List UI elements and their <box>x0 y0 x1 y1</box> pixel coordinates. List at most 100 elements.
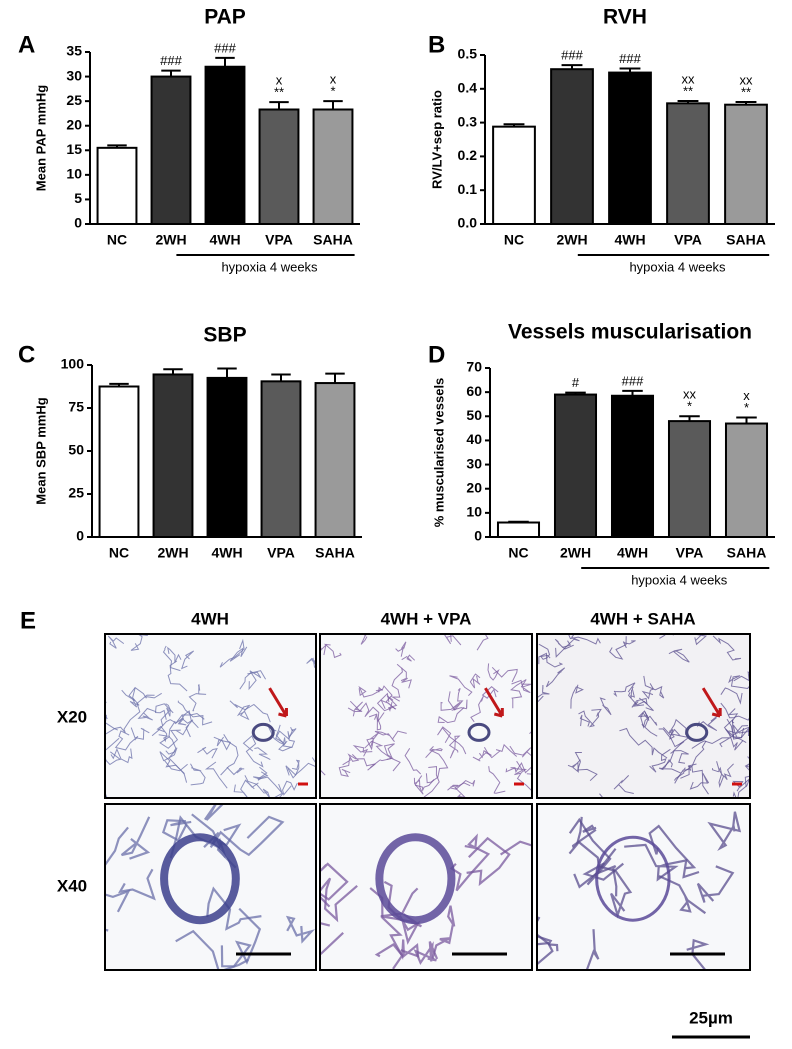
tissue-strand <box>242 735 264 768</box>
significance-label: * <box>330 84 335 99</box>
y-axis-label: Mean SBP mmHg <box>33 397 48 504</box>
tissue-strand <box>649 748 671 773</box>
tissue-strand <box>437 707 465 724</box>
tissue-strand <box>578 708 602 728</box>
x-tick-label: 2WH <box>155 232 186 248</box>
x-tick-label: NC <box>109 545 129 561</box>
y-tick-label: 60 <box>466 383 482 399</box>
group-label: hypoxia 4 weeks <box>221 259 318 274</box>
tissue-strand <box>282 780 298 796</box>
y-tick-label: 0.3 <box>458 113 478 129</box>
bar <box>152 373 194 538</box>
x-tick-label: 4WH <box>617 545 648 561</box>
tissue-strand <box>190 763 206 786</box>
tissue-strand <box>213 734 232 751</box>
x-tick-label: SAHA <box>726 232 766 248</box>
tissue-strand <box>352 745 373 757</box>
x-tick-label: NC <box>504 232 524 248</box>
tissue-strand <box>105 694 155 735</box>
group-label: hypoxia 4 weeks <box>631 572 728 587</box>
tissue-strand <box>720 687 743 705</box>
significance-label: xx <box>683 387 697 402</box>
bar <box>724 422 769 538</box>
tissue-strand <box>686 938 710 970</box>
image-frame <box>319 803 533 971</box>
tissue-strand <box>537 684 550 703</box>
tissue-strand <box>376 692 397 712</box>
tissue-strand <box>347 701 363 717</box>
tissue-strand <box>117 868 156 901</box>
tissue-strand <box>162 645 181 672</box>
column-header: 4WH <box>191 609 229 628</box>
tissue-strand <box>443 634 462 646</box>
vessel <box>160 833 240 925</box>
tissue-strand <box>631 697 648 708</box>
y-tick-label: 10 <box>466 504 482 520</box>
arrow <box>701 687 722 718</box>
tissue-strand <box>206 886 262 931</box>
tissue-strand <box>712 761 725 789</box>
tissue-strand <box>628 692 654 712</box>
significance-label: xx <box>740 72 754 87</box>
tissue-strand <box>447 687 464 711</box>
arrow <box>268 687 288 718</box>
tissue-strand <box>380 887 423 928</box>
tissue-strand <box>368 713 382 731</box>
y-tick-label: 75 <box>68 399 84 415</box>
y-tick-label: 0 <box>76 528 84 544</box>
tissue-strand <box>374 730 407 743</box>
y-tick-label: 0.1 <box>458 181 478 197</box>
tissue-strand <box>383 880 421 945</box>
tissue-strand <box>159 751 188 783</box>
bar <box>312 108 354 225</box>
tissue-strand <box>254 747 271 761</box>
x-tick-label: SAHA <box>313 232 353 248</box>
tissue-strand <box>648 824 697 870</box>
y-tick-label: 0.4 <box>458 80 478 96</box>
tissue-strand <box>538 643 551 660</box>
tissue-strand <box>203 804 225 821</box>
tissue-strand <box>121 686 162 702</box>
y-tick-label: 0 <box>74 215 82 231</box>
y-tick-label: 25 <box>66 92 82 108</box>
significance-label: ### <box>561 48 583 63</box>
y-tick-label: 10 <box>66 166 82 182</box>
y-tick-label: 50 <box>68 442 84 458</box>
image-background <box>537 804 750 970</box>
tissue-strand <box>538 652 564 668</box>
tissue-strand <box>233 779 259 798</box>
tissue-strand <box>725 718 744 751</box>
x-tick-label: 4WH <box>211 545 242 561</box>
tissue-strand <box>347 753 376 771</box>
tissue-strand <box>282 726 297 748</box>
tissue-strand <box>236 704 251 721</box>
tissue-strand <box>622 640 636 649</box>
chart-title: SBP <box>203 324 246 347</box>
tissue-strand <box>425 748 443 759</box>
tissue-strand <box>175 929 249 970</box>
tissue-strand <box>154 703 174 720</box>
tissue-strand <box>476 634 489 651</box>
x-tick-label: SAHA <box>315 545 355 561</box>
tissue-strand <box>526 773 532 775</box>
tissue-strand <box>320 877 358 923</box>
tissue-strand <box>358 685 383 698</box>
tissue-strand <box>404 748 422 775</box>
bar <box>258 108 300 225</box>
x-tick-label: VPA <box>265 232 293 248</box>
bar <box>610 394 655 538</box>
tissue-strand <box>285 915 316 944</box>
tissue-strand <box>137 707 157 721</box>
tissue-strand <box>509 745 532 758</box>
tissue-strand <box>491 666 518 683</box>
tissue-strand <box>555 634 580 658</box>
tissue-strand <box>323 643 342 659</box>
x-tick-label: VPA <box>676 545 704 561</box>
y-tick-label: 30 <box>466 455 482 471</box>
tissue-strand <box>414 779 435 791</box>
tissue-strand <box>487 663 500 681</box>
significance-label: x <box>743 388 750 403</box>
tissue-strand <box>306 657 316 668</box>
tissue-strand <box>239 670 267 690</box>
histology-image <box>537 811 742 970</box>
